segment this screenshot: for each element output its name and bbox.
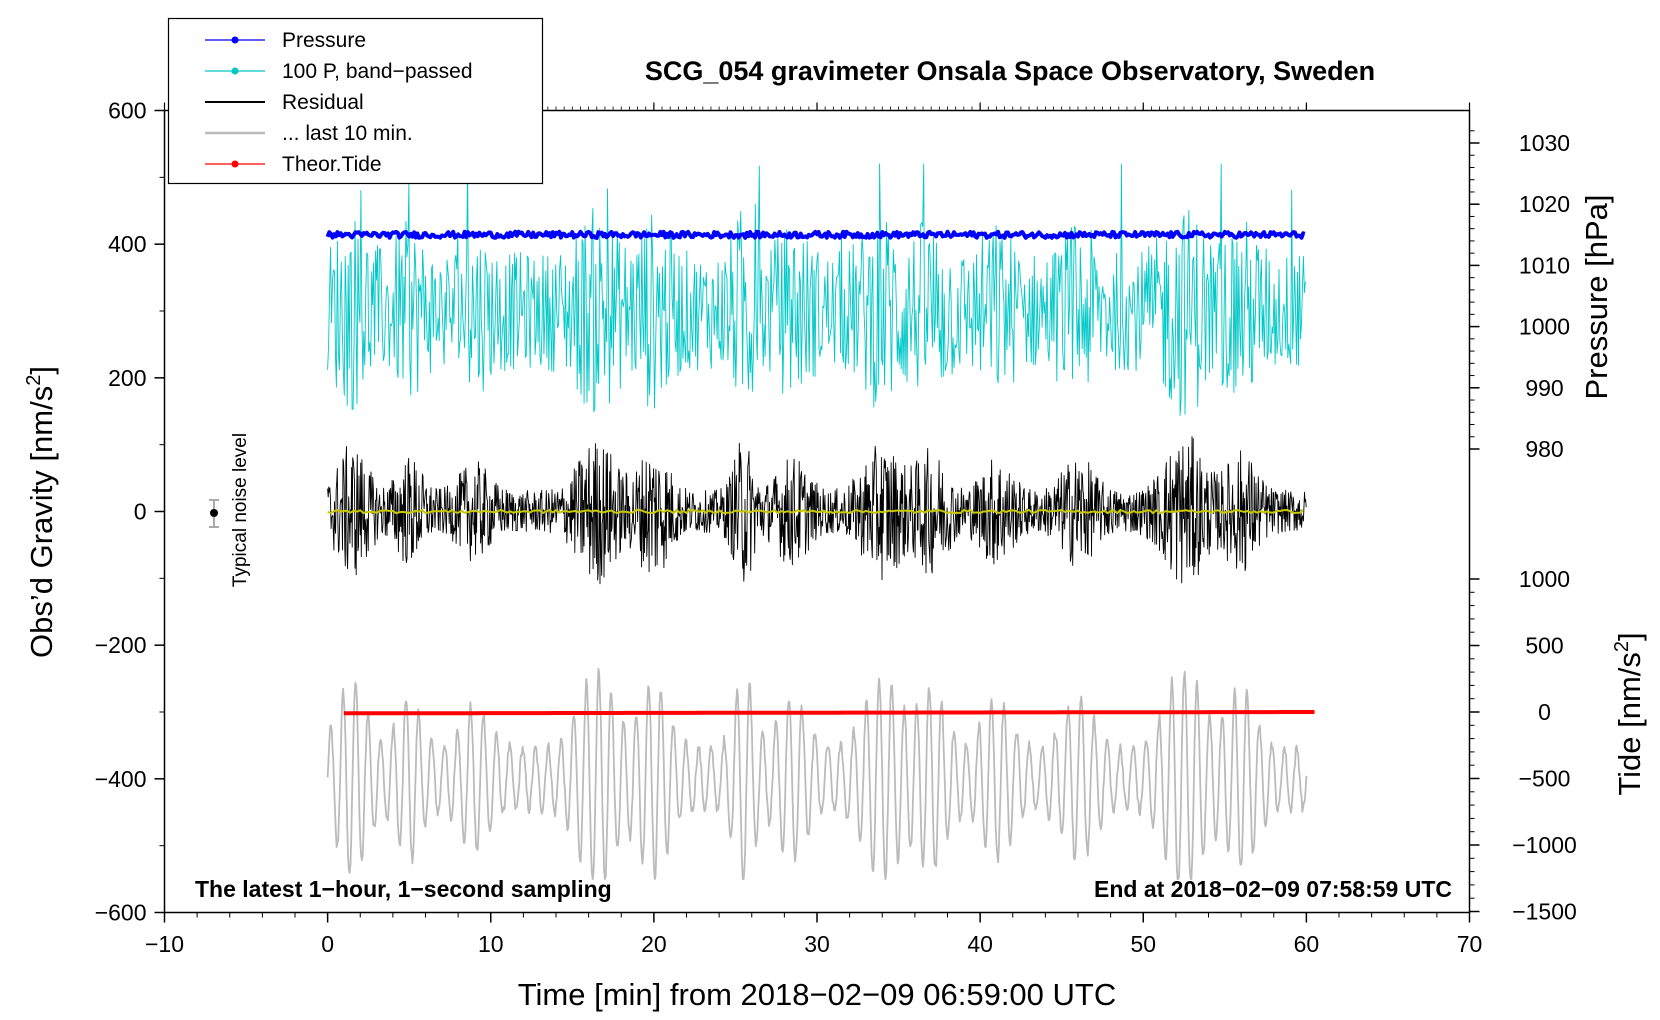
legend-item-last-10-min: ... last 10 min.: [205, 122, 413, 145]
axis-ticks: −10 0 10 20 30 40 50 60 70−600−400−2000200400600…: [95, 98, 1577, 958]
pressure-tick-label: 980: [1525, 436, 1563, 462]
series-last-10-min: [326, 667, 1308, 880]
y-tick-label: 600: [108, 98, 146, 124]
noise-point: [210, 509, 218, 517]
legend-label-residual: Residual: [282, 91, 364, 114]
legend-label-last-10-min: ... last 10 min.: [282, 122, 413, 145]
chart-title: SCG_054 gravimeter Onsala Space Observat…: [645, 56, 1375, 86]
x-tick-label: 60: [1294, 931, 1320, 957]
y-tick-label: −400: [95, 766, 147, 792]
y-axis-label-pressure: Pressure [hPa]: [1579, 194, 1614, 399]
y-tick-label: −600: [95, 900, 147, 926]
noise-level-label: Typical noise level: [230, 433, 251, 587]
x-tick-label: −10: [145, 931, 184, 957]
tide-tick-label: −500: [1519, 766, 1571, 792]
tide-tick-label: 0: [1538, 699, 1551, 725]
y-axis-label-tide: Tide [nm/s2]: [1611, 632, 1647, 795]
series-theor-tide: [343, 710, 1315, 716]
legend-label-theor-tide: Theor.Tide: [282, 153, 382, 176]
legend-item-band-passed: 100 P, band−passed: [205, 60, 473, 83]
legend-item-theor-tide: Theor.Tide: [205, 153, 382, 176]
x-tick-label: 50: [1130, 931, 1156, 957]
y-tick-label: −200: [95, 632, 147, 658]
legend-item-pressure: Pressure: [205, 29, 366, 52]
pressure-tick-label: 990: [1525, 375, 1563, 401]
pressure-tick-label: 1030: [1519, 130, 1570, 156]
series-smoothed-residual: [327, 508, 1304, 515]
legend: Pressure 100 P, band−passed Residual ...…: [167, 17, 544, 185]
y-tick-label: 200: [108, 365, 146, 391]
x-tick-label: 0: [321, 931, 334, 957]
legend-label-pressure: Pressure: [282, 29, 366, 52]
series-residual: [327, 436, 1307, 585]
note-end-time: End at 2018−02−09 07:58:59 UTC: [1094, 876, 1452, 902]
pressure-tick-label: 1010: [1519, 252, 1570, 278]
data-traces: [325, 163, 1315, 880]
y-axis-label-left: Obs’d Gravity [nm/s2]: [23, 366, 59, 658]
x-tick-label: 30: [804, 931, 830, 957]
noise-level-indicator: [209, 499, 219, 528]
pressure-tick-label: 1000: [1519, 314, 1570, 340]
note-sampling: The latest 1−hour, 1−second sampling: [195, 876, 612, 902]
series-pressure: [325, 229, 1306, 240]
series-band-passed-pressure: [327, 163, 1306, 416]
tide-tick-label: −1500: [1512, 899, 1577, 925]
x-tick-label: 10: [478, 931, 504, 957]
tide-tick-label: 1000: [1519, 566, 1570, 592]
legend-item-residual: Residual: [205, 91, 364, 114]
x-tick-label: 70: [1457, 931, 1483, 957]
x-axis-label: Time [min] from 2018−02−09 06:59:00 UTC: [518, 977, 1117, 1012]
tide-tick-label: −1000: [1512, 832, 1577, 858]
x-tick-label: 20: [641, 931, 667, 957]
y-tick-label: 0: [134, 499, 147, 525]
y-tick-label: 400: [108, 231, 146, 257]
pressure-tick-label: 1020: [1519, 191, 1570, 217]
legend-label-band-passed: 100 P, band−passed: [282, 60, 473, 83]
tide-tick-label: 500: [1525, 633, 1563, 659]
x-tick-label: 40: [967, 931, 993, 957]
